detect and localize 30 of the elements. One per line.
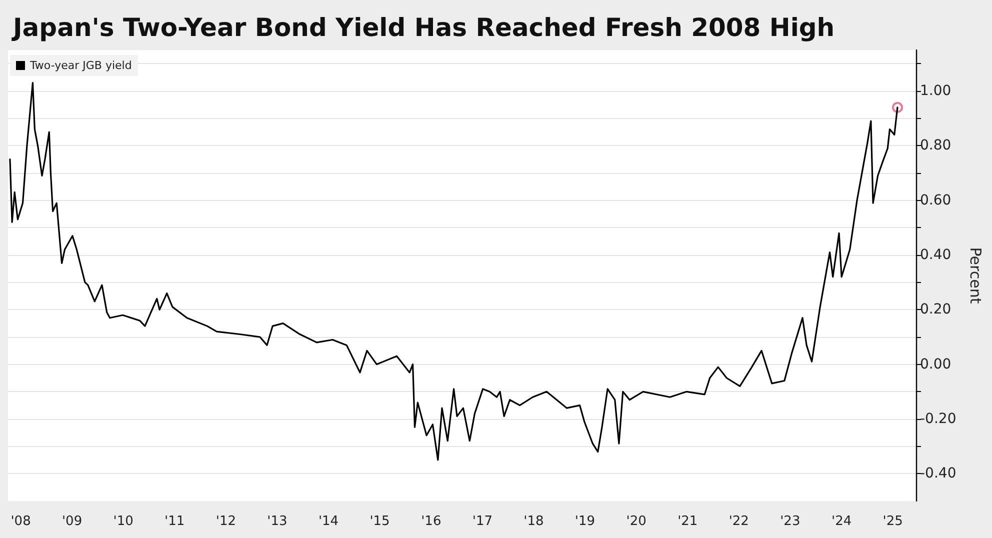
y-tick-label: 0.00 (920, 356, 952, 372)
chart-title: Japan's Two-Year Bond Yield Has Reached Fresh 2008 High (11, 13, 835, 42)
x-tick-label: '18 (524, 514, 544, 529)
y-tick-label: -0.40 (920, 466, 956, 482)
x-tick-label: '22 (728, 514, 749, 529)
x-tick-label: '09 (62, 514, 82, 529)
x-tick-label: '15 (370, 514, 390, 529)
x-tick-label: '16 (421, 514, 442, 529)
x-tick-label: '14 (318, 514, 339, 529)
x-tick-label: '12 (216, 514, 236, 529)
y-tick-label: 1.00 (920, 83, 952, 99)
x-tick-label: '08 (10, 514, 31, 529)
x-tick-label: '10 (113, 514, 134, 529)
x-tick-label: '20 (626, 514, 646, 529)
x-tick-label: '17 (472, 514, 492, 529)
x-tick-label: '19 (574, 514, 596, 529)
line-series (9, 82, 898, 461)
x-tick-label: '23 (780, 514, 800, 529)
y-tick-label: 0.80 (920, 138, 952, 154)
x-tick-label: '24 (832, 514, 852, 529)
y-tick-label: 0.60 (920, 192, 952, 208)
y-axis-title: Percent (966, 247, 984, 304)
y-tick-label: 0.40 (920, 247, 952, 263)
x-tick-label: '21 (678, 514, 698, 529)
x-tick-label: '13 (267, 514, 288, 529)
x-tick-label: '11 (164, 514, 185, 529)
y-tick-label: -0.20 (920, 411, 956, 427)
legend-label: Two-year JGB yield (29, 59, 132, 72)
y-tick-label: 0.20 (920, 302, 952, 318)
x-tick-label: '25 (882, 514, 903, 529)
